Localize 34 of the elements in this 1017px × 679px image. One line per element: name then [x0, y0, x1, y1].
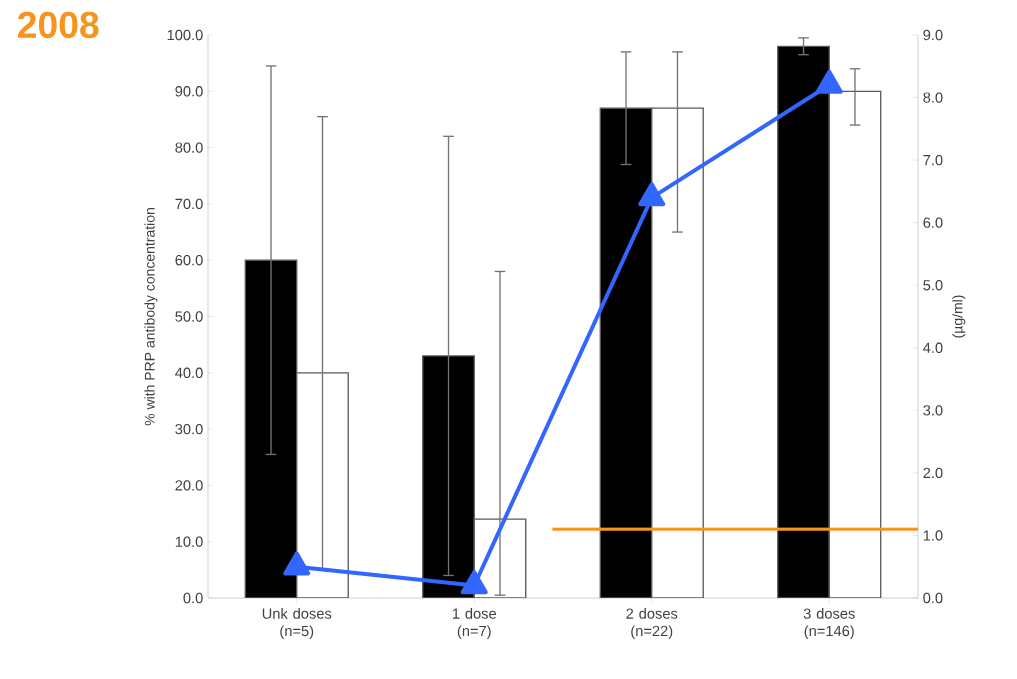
y-tick-label: 10.0 [175, 536, 203, 547]
x-tick-label: 2 doses (n=22) [626, 608, 678, 640]
x-tick-label: 3 doses (n=146) [803, 608, 855, 640]
y-tick-label: 30.0 [175, 423, 203, 435]
y-tick-label: 40.0 [175, 367, 203, 378]
y-tick-label: 100.0 [167, 29, 203, 41]
point [638, 182, 666, 207]
y-tick-label: 90.0 [175, 86, 203, 97]
y-axis-title: % with PRP antibody concentration [144, 208, 158, 426]
y2-tick-label: 1.0 [923, 530, 943, 541]
bar [777, 45, 830, 598]
point [460, 570, 488, 595]
y2-tick-label: 9.0 [923, 29, 943, 41]
bar [599, 107, 653, 598]
point [283, 551, 311, 576]
y-tick-label: 60.0 [175, 255, 203, 266]
y2-tick-label: 4.0 [923, 342, 943, 353]
x-tick-label: 1 dose (n=7) [452, 608, 497, 640]
y2-tick-label: 8.0 [923, 92, 943, 103]
chart-title: 2008 [18, 11, 99, 39]
y2-tick-label: 5.0 [923, 280, 943, 291]
y-tick-label: 20.0 [175, 480, 203, 491]
y-tick-label: 50.0 [175, 311, 203, 322]
y-tick-label: 80.0 [175, 142, 203, 153]
y2-axis-title: (µg/ml) [952, 295, 966, 338]
y-tick-label: 70.0 [175, 198, 203, 210]
x-tick-label: Unk doses (n=5) [262, 608, 332, 640]
y-tick-label: 0.0 [183, 592, 203, 604]
y2-tick-label: 6.0 [923, 217, 943, 228]
y2-tick-label: 3.0 [923, 405, 943, 416]
point [815, 69, 843, 94]
y2-tick-label: 0.0 [923, 592, 943, 604]
y2-tick-label: 2.0 [923, 467, 943, 479]
y2-tick-label: 7.0 [923, 154, 943, 166]
